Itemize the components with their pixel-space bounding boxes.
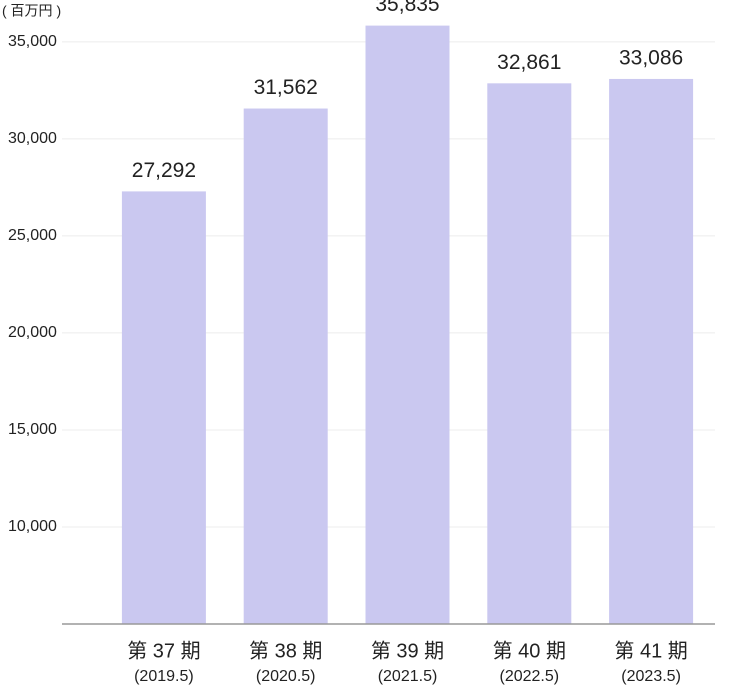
y-tick-label: 30,000 [8, 130, 57, 147]
x-tick-date: (2023.5) [621, 668, 681, 685]
y-tick-label: 15,000 [8, 421, 57, 438]
x-tick-date: (2020.5) [256, 668, 316, 685]
bar [243, 108, 328, 624]
x-tick-date: (2019.5) [134, 668, 194, 685]
x-tick-date: (2022.5) [500, 668, 560, 685]
value-label: 31,562 [254, 76, 318, 99]
bar [609, 78, 694, 625]
y-tick-label: 20,000 [8, 324, 57, 341]
x-tick-label: 第 37 期 [127, 639, 200, 662]
bar [487, 83, 572, 625]
x-tick-label: 第 38 期 [249, 639, 322, 662]
value-label: 33,086 [619, 47, 683, 70]
bar [365, 25, 450, 625]
x-tick-label: 第 39 期 [371, 639, 444, 662]
value-label: 32,861 [497, 51, 561, 74]
y-tick-label: 10,000 [8, 518, 57, 535]
value-label: 35,835 [375, 0, 439, 16]
bar [121, 191, 206, 624]
value-label: 27,292 [132, 159, 196, 182]
x-tick-label: 第 40 期 [493, 639, 566, 662]
y-tick-label: 25,000 [8, 227, 57, 244]
y-tick-label: 35,000 [8, 33, 57, 50]
y-axis-unit: ( 百万円 ) [2, 3, 61, 19]
x-tick-date: (2021.5) [378, 668, 438, 685]
x-tick-label: 第 41 期 [614, 639, 687, 662]
